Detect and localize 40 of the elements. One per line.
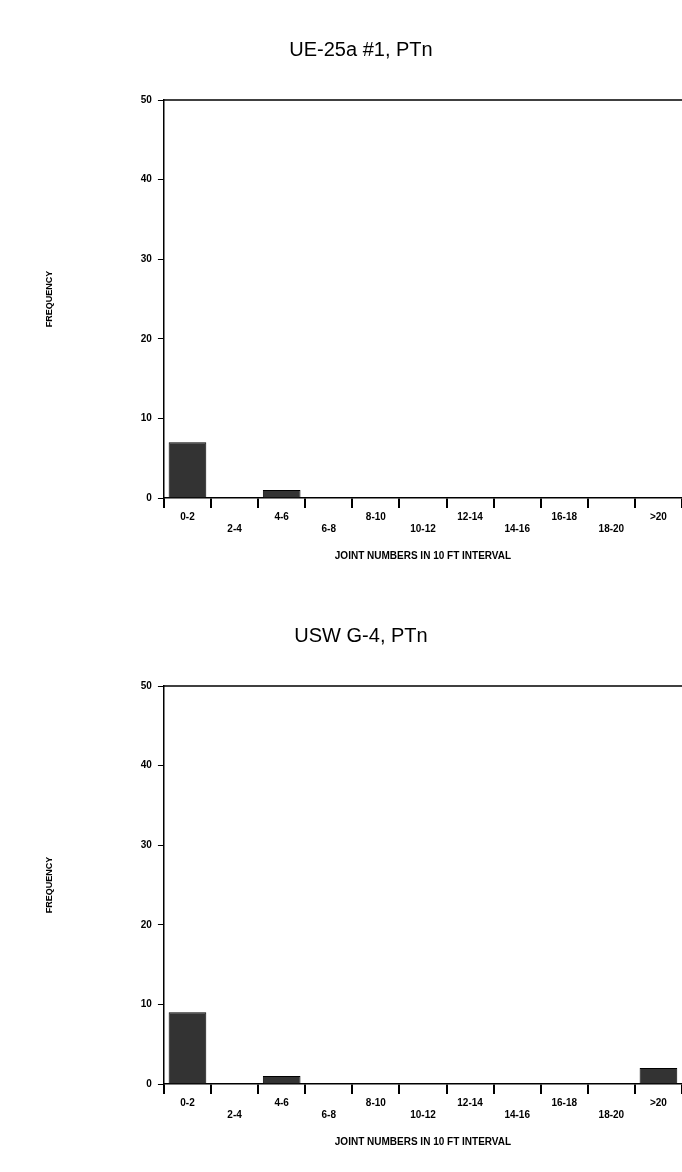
x-tick-label: 2-4 [227,522,243,534]
y-tick-label: 0 [146,491,153,503]
x-tick-label: 16-18 [551,1096,578,1108]
y-tick-label: 40 [140,759,153,771]
chart-title: USW G-4, PTn [294,623,428,646]
x-tick-label: 0-2 [180,1096,196,1108]
x-tick-label: 10-12 [410,1108,437,1120]
x-tick-label: 18-20 [598,522,625,534]
x-axis-title: JOINT NUMBERS IN 10 FT INTERVAL [334,549,512,561]
x-tick-label: 4-6 [274,1096,290,1108]
y-tick-label: 20 [140,332,153,344]
x-tick-label: 14-16 [504,1108,531,1120]
y-tick-label: 0 [146,1077,153,1089]
x-tick-label: 10-12 [410,522,437,534]
x-tick-label: 12-14 [457,1096,484,1108]
chart-title: UE-25a #1, PTn [289,37,433,60]
x-tick-label: 8-10 [365,510,387,522]
x-tick-label: 16-18 [551,510,578,522]
x-tick-label: >20 [649,510,668,522]
y-tick-label: 40 [140,173,153,185]
y-tick-label: 30 [140,252,153,264]
x-tick-label: 6-8 [321,1108,337,1120]
x-axis-title: JOINT NUMBERS IN 10 FT INTERVAL [334,1135,512,1147]
x-tick-label: >20 [649,1096,668,1108]
x-tick-label: 18-20 [598,1108,625,1120]
y-tick-label: 50 [140,93,153,105]
x-tick-label: 6-8 [321,522,337,534]
x-tick-label: 4-6 [274,510,290,522]
y-axis-title: FREQUENCY [43,270,54,328]
y-tick-label: 20 [140,918,153,930]
x-tick-label: 0-2 [180,510,196,522]
x-tick-label: 14-16 [504,522,531,534]
y-axis-title: FREQUENCY [43,856,54,914]
y-tick-label: 30 [140,838,153,850]
x-tick-label: 12-14 [457,510,484,522]
x-tick-label: 2-4 [227,1108,243,1120]
y-tick-label: 50 [140,679,153,691]
y-tick-label: 10 [140,998,153,1010]
y-tick-label: 10 [140,412,153,424]
x-tick-label: 8-10 [365,1096,387,1108]
